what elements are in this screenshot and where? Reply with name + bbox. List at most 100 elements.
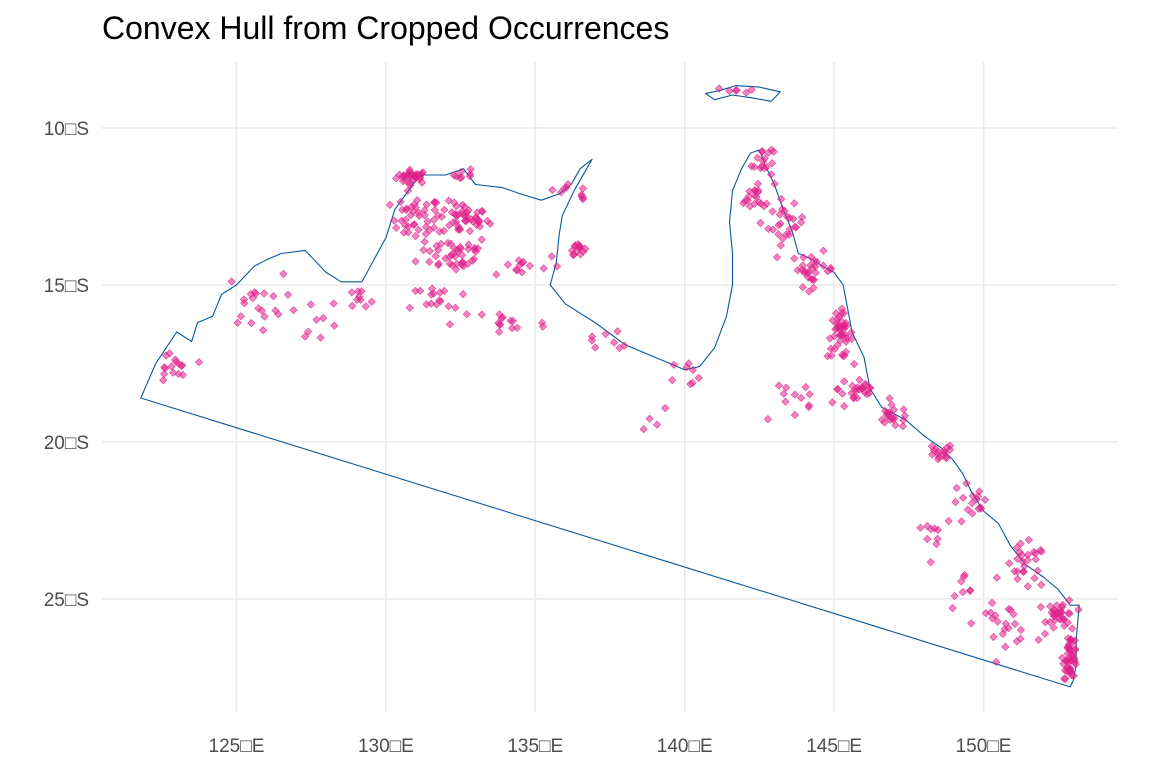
occurrence-point <box>952 483 961 493</box>
occurrence-point <box>950 591 959 601</box>
occurrence-point <box>883 408 892 417</box>
occurrence-point <box>560 184 569 193</box>
occurrence-point <box>1059 614 1068 624</box>
occurrence-point <box>781 397 790 406</box>
occurrence-point <box>239 295 249 304</box>
occurrence-point <box>1010 619 1020 629</box>
occurrence-point <box>1046 602 1055 611</box>
occurrence-point <box>519 257 528 267</box>
occurrence-point <box>1060 621 1069 630</box>
occurrence-point <box>864 388 874 398</box>
occurrence-point <box>790 390 799 399</box>
occurrence-point <box>1019 567 1028 576</box>
occurrence-point <box>732 86 741 95</box>
occurrence-point <box>1016 625 1026 635</box>
occurrence-point <box>976 504 986 513</box>
occurrence-point <box>840 402 849 411</box>
occurrence-point <box>451 252 460 261</box>
occurrence-point <box>1012 637 1021 646</box>
occurrence-point <box>160 369 169 379</box>
occurrence-point <box>257 306 266 315</box>
occurrence-point <box>767 159 777 168</box>
occurrence-point <box>459 262 468 271</box>
occurrence-point <box>1065 664 1074 673</box>
occurrence-point <box>330 321 339 330</box>
occurrence-point <box>993 617 1002 626</box>
occurrence-point <box>1005 559 1014 568</box>
occurrence-point <box>1024 535 1033 545</box>
occurrence-point <box>348 301 357 311</box>
occurrence-point <box>1068 624 1077 633</box>
occurrence-point <box>462 215 472 224</box>
occurrence-point <box>422 300 431 309</box>
x-tick-label: 150□E <box>956 736 1012 757</box>
occurrence-point <box>804 287 814 296</box>
occurrence-point <box>506 316 515 325</box>
occurrence-point <box>972 495 981 504</box>
occurrence-point <box>933 534 942 544</box>
occurrence-point <box>757 162 766 171</box>
occurrence-point <box>777 194 786 204</box>
occurrence-point <box>842 334 851 343</box>
y-tick-label: 25□S <box>44 590 89 611</box>
occurrence-point <box>423 217 432 226</box>
occurrence-point <box>1009 609 1018 619</box>
occurrence-point <box>779 389 788 398</box>
occurrence-point <box>575 241 584 250</box>
occurrence-point <box>980 495 990 504</box>
occurrence-point <box>780 206 789 216</box>
occurrence-point <box>987 598 997 608</box>
occurrence-point <box>688 365 698 375</box>
occurrence-point <box>833 314 842 323</box>
occurrence-point <box>939 446 949 456</box>
occurrence-point <box>539 264 548 273</box>
occurrence-point <box>963 505 972 514</box>
occurrence-point <box>992 657 1001 667</box>
occurrence-point <box>962 479 971 488</box>
occurrence-point <box>367 297 376 306</box>
occurrence-point <box>781 383 791 392</box>
occurrence-point <box>177 361 186 371</box>
occurrence-point <box>569 250 578 260</box>
occurrence-point <box>401 205 411 215</box>
occurrence-point <box>981 609 990 618</box>
occurrence-point <box>397 216 406 226</box>
occurrence-point <box>517 268 527 277</box>
occurrence-point <box>847 334 856 344</box>
occurrence-point <box>405 303 414 312</box>
occurrence-point <box>449 243 458 253</box>
occurrence-point <box>819 261 828 270</box>
occurrence-point <box>747 85 756 94</box>
occurrence-point <box>456 242 465 252</box>
occurrence-point <box>591 343 600 352</box>
occurrence-point <box>411 286 420 295</box>
occurrence-point <box>1052 609 1062 618</box>
x-tick-label: 130□E <box>358 736 414 757</box>
occurrence-point <box>764 224 773 234</box>
occurrence-point <box>1061 674 1070 683</box>
occurrence-point <box>435 296 444 305</box>
occurrence-point <box>1065 596 1074 605</box>
occurrence-point <box>804 402 813 412</box>
occurrence-point <box>757 147 767 156</box>
occurrence-point <box>430 197 439 207</box>
occurrence-point <box>1037 547 1046 556</box>
occurrence-point <box>1074 605 1083 614</box>
occurrence-point <box>404 222 413 231</box>
hull-polygon <box>140 149 1080 688</box>
occurrence-point <box>160 364 170 373</box>
occurrence-point <box>1045 617 1055 627</box>
occurrence-point <box>440 205 449 214</box>
occurrence-point <box>441 254 450 263</box>
occurrence-point <box>498 313 507 322</box>
occurrence-point <box>760 154 769 163</box>
occurrence-point <box>420 206 429 215</box>
occurrence-point <box>916 523 925 532</box>
occurrence-point <box>826 344 836 353</box>
occurrence-point <box>1047 608 1056 617</box>
occurrence-point <box>639 425 648 434</box>
occurrence-point <box>798 213 807 222</box>
x-tick-label: 125□E <box>209 736 265 757</box>
occurrence-point <box>759 202 769 211</box>
occurrence-point <box>725 86 734 96</box>
